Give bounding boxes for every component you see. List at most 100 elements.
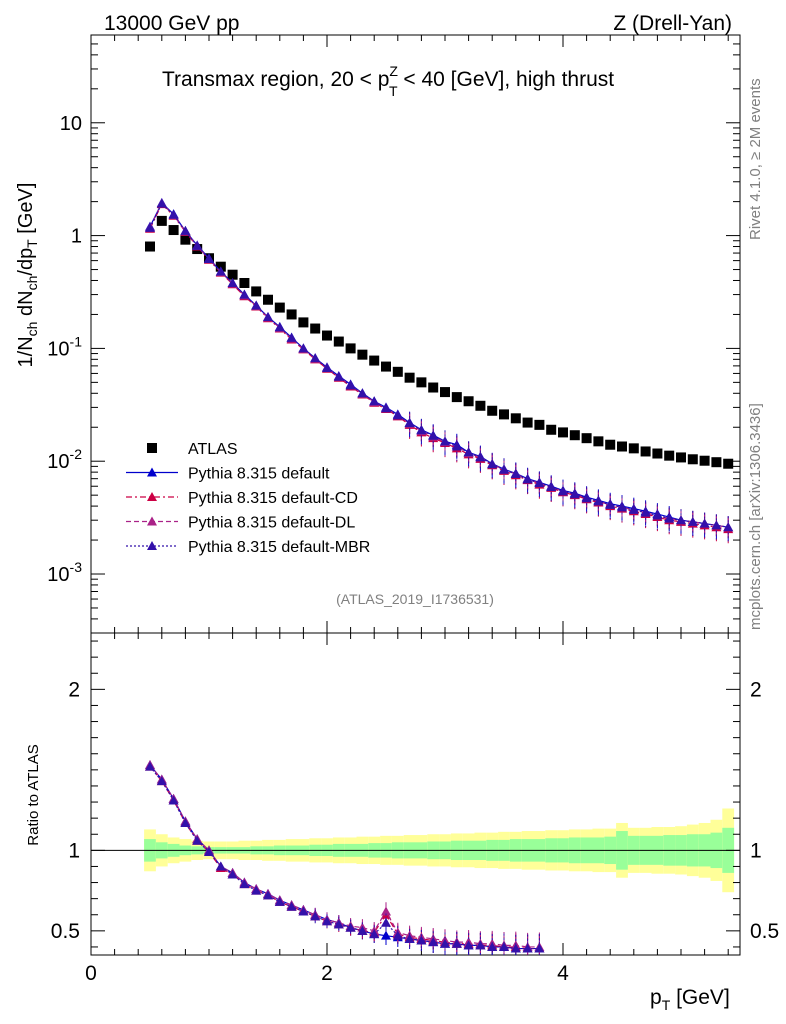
x-tick-label: 2 xyxy=(321,962,333,985)
data-point xyxy=(263,294,273,305)
data-point xyxy=(322,363,332,373)
data-point xyxy=(345,343,356,354)
ratio-point xyxy=(451,938,462,948)
data-point xyxy=(522,474,533,484)
data-point xyxy=(204,254,214,264)
data-point xyxy=(274,302,285,313)
ratio-point xyxy=(369,929,380,939)
ratio-point xyxy=(168,795,179,805)
data-point xyxy=(298,317,309,328)
data-point xyxy=(227,269,238,280)
data-point xyxy=(499,464,509,474)
data-point xyxy=(416,377,427,388)
data-point xyxy=(628,504,639,514)
data-point xyxy=(145,222,155,232)
data-point xyxy=(180,234,191,245)
legend: ATLAS Pythia 8.315 default Pythia 8.315 de… xyxy=(126,441,370,556)
legend-label: Pythia 8.315 default-MBR xyxy=(188,539,370,556)
data-point xyxy=(310,323,321,334)
data-point xyxy=(581,493,592,503)
ratio-point xyxy=(239,879,250,889)
ratio-point xyxy=(404,933,415,943)
data-point xyxy=(699,455,710,466)
legend-marker xyxy=(147,492,157,501)
ratio-point xyxy=(381,906,391,916)
ratio-y-tick-label: 1 xyxy=(68,839,80,862)
data-point xyxy=(617,502,627,512)
data-point xyxy=(664,513,675,523)
data-point xyxy=(711,457,722,468)
data-point xyxy=(569,430,580,441)
ratio-point xyxy=(381,930,391,940)
data-point xyxy=(664,450,675,461)
data-point xyxy=(251,300,262,310)
data-point xyxy=(487,405,498,416)
ratio-point xyxy=(192,835,203,845)
data-point xyxy=(475,452,486,462)
data-point xyxy=(345,380,356,390)
ratio-point xyxy=(463,940,474,950)
data-point xyxy=(593,496,604,506)
data-point xyxy=(510,413,521,424)
y-tick-label: 10 xyxy=(60,113,82,135)
data-point xyxy=(392,366,403,377)
data-point xyxy=(593,436,604,447)
data-point xyxy=(298,343,309,353)
data-point xyxy=(357,388,368,398)
ratio-y-tick-label: 2 xyxy=(68,678,80,701)
y-tick-label: 10-1 xyxy=(47,333,82,360)
legend-marker xyxy=(147,516,157,526)
data-point xyxy=(251,286,262,297)
x-tick-label: 0 xyxy=(85,962,97,985)
data-point xyxy=(451,441,462,451)
y-tick-label: 10-3 xyxy=(47,559,82,586)
data-point xyxy=(145,241,155,252)
data-point xyxy=(546,424,557,435)
legend-label: ATLAS xyxy=(188,441,238,458)
main-series-group xyxy=(145,197,734,544)
data-point xyxy=(546,482,557,492)
data-point xyxy=(522,417,533,428)
data-point xyxy=(274,322,285,332)
data-point xyxy=(723,458,734,469)
data-point xyxy=(558,486,568,496)
data-point xyxy=(652,448,663,459)
ratio-point xyxy=(392,930,403,940)
legend-marker xyxy=(147,541,157,550)
ratio-point xyxy=(215,861,226,871)
ratio-panel-frame: 0 2 4 2 2 1 1 0.5 0.5 xyxy=(51,35,779,985)
data-point xyxy=(475,400,486,411)
y-tick-label: 1 xyxy=(71,226,82,248)
data-point xyxy=(640,507,651,517)
data-point xyxy=(676,515,686,525)
ratio-y-tick-label-right: 1 xyxy=(750,839,762,862)
data-point xyxy=(463,396,474,407)
data-point xyxy=(416,425,427,435)
chart-title: Transmax region, 20 < pZ T < 40 [GeV], hi… xyxy=(162,63,614,99)
data-point xyxy=(168,225,179,236)
ratio-series-group xyxy=(145,760,545,955)
data-point xyxy=(381,403,391,413)
data-point xyxy=(617,441,627,452)
process-label: Z (Drell-Yan) xyxy=(613,12,732,35)
series-line xyxy=(149,203,729,530)
legend-label: Pythia 8.315 default-CD xyxy=(188,490,358,507)
x-tick-label: 4 xyxy=(557,962,569,985)
ratio-point xyxy=(251,885,262,895)
ratio-point xyxy=(534,943,545,953)
data-point xyxy=(440,436,450,446)
data-point xyxy=(310,353,321,363)
analysis-tag: (ATLAS_2019_I1736531) xyxy=(336,591,494,607)
data-point xyxy=(699,518,710,528)
ratio-point xyxy=(522,943,533,953)
ratio-point xyxy=(333,919,344,929)
ratio-point xyxy=(310,911,321,921)
y-axis-label-main: 1/Nch dNch/dpT [GeV] xyxy=(15,183,40,368)
ratio-y-tick-label-right: 0.5 xyxy=(750,920,779,943)
rivet-label: Rivet 4.1.0, ≥ 2M events xyxy=(747,78,764,240)
data-point xyxy=(687,516,698,526)
data-point xyxy=(369,355,380,366)
data-point xyxy=(428,382,439,393)
data-point xyxy=(581,433,592,444)
